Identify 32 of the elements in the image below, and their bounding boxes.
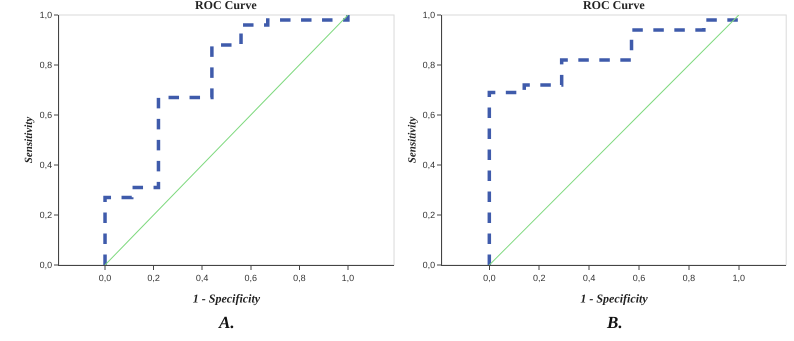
x-tick-label: 1,0 xyxy=(342,272,354,283)
y-tick-label: 0,6 xyxy=(40,110,52,120)
x-tick-label: 0,4 xyxy=(196,272,208,283)
chart-title: ROC Curve xyxy=(583,0,646,12)
y-axis-title: Sensitivity xyxy=(23,116,36,164)
x-tick-label: 0,0 xyxy=(483,272,496,283)
text: B. xyxy=(606,313,623,332)
x-axis-title: 1 - Specificity xyxy=(580,292,648,306)
x-tick-label: 0,6 xyxy=(632,272,646,283)
y-tick-label: 0,4 xyxy=(422,160,436,170)
y-tick-label: 1,0 xyxy=(40,10,52,20)
x-tick-label: 0,0 xyxy=(98,272,112,283)
x-tick-label: 0,8 xyxy=(682,272,696,283)
y-axis-title: Sensitivity xyxy=(406,116,418,164)
text: A. xyxy=(218,313,235,332)
y-tick-label: 0,8 xyxy=(40,60,52,70)
y-tick-label: 0,2 xyxy=(40,210,52,220)
x-tick-label: 1,0 xyxy=(732,272,746,283)
y-tick-label: 0,2 xyxy=(422,210,436,220)
y-tick-label: 0,4 xyxy=(40,160,52,170)
y-tick-label: 0,6 xyxy=(422,110,436,120)
x-tick-label: 0,4 xyxy=(582,272,596,283)
x-axis-title: 1 - Specificity xyxy=(192,292,261,306)
y-tick-label: 0,0 xyxy=(422,260,436,270)
x-tick-label: 0,2 xyxy=(532,272,546,283)
x-tick-label: 0,2 xyxy=(147,272,160,283)
x-tick-label: 0,8 xyxy=(293,272,306,283)
y-tick-label: 0,0 xyxy=(40,260,52,270)
y-tick-label: 1,0 xyxy=(422,10,436,20)
y-tick-label: 0,8 xyxy=(422,60,436,70)
chart-title: ROC Curve xyxy=(195,0,258,12)
x-tick-label: 0,6 xyxy=(244,272,258,283)
